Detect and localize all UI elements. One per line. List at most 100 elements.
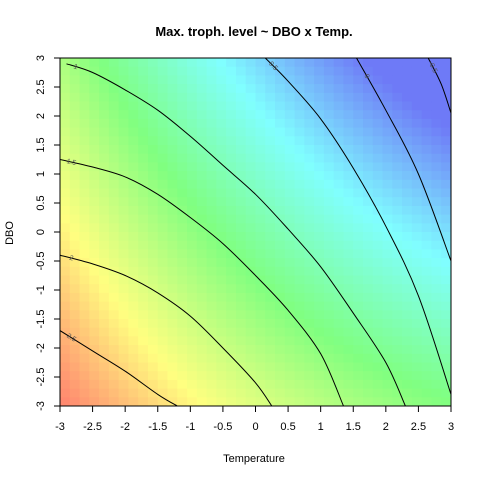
heatmap-cell [235, 92, 247, 103]
heatmap-cell [69, 171, 81, 181]
heatmap-cell [196, 145, 208, 155]
heatmap-cell [167, 136, 178, 146]
heatmap-cell [372, 249, 384, 259]
heatmap-cell [304, 301, 315, 311]
heatmap-cell [206, 145, 218, 155]
heatmap-cell [196, 188, 208, 198]
heatmap-cell [265, 145, 276, 155]
heatmap-cell [108, 292, 120, 303]
heatmap-cell [372, 188, 384, 198]
heatmap-cell [206, 214, 218, 224]
heatmap-cell [177, 162, 188, 172]
heatmap-cell [235, 136, 247, 146]
heatmap-cell [167, 197, 178, 207]
heatmap-cell [275, 371, 286, 381]
heatmap-cell [79, 266, 90, 277]
heatmap-cell [89, 249, 100, 259]
heatmap-cell [108, 362, 120, 372]
heatmap-cell [60, 153, 71, 163]
heatmap-cell [167, 310, 178, 320]
heatmap-cell [69, 66, 81, 76]
heatmap-cell [60, 275, 71, 285]
heatmap-cell [314, 388, 325, 398]
heatmap-cell [431, 353, 442, 364]
heatmap-cell [99, 127, 110, 137]
heatmap-cell [235, 145, 247, 155]
heatmap-cell [411, 345, 423, 355]
heatmap-cell [235, 397, 247, 406]
heatmap-cell [60, 266, 71, 277]
heatmap-cell [187, 336, 198, 346]
heatmap-cell [441, 371, 451, 381]
heatmap-cell [323, 205, 335, 216]
heatmap-cell [421, 75, 433, 85]
heatmap-cell [235, 353, 247, 364]
heatmap-cell [99, 58, 110, 68]
heatmap-cell [284, 301, 296, 311]
heatmap-cell [421, 240, 433, 250]
heatmap-cell [343, 345, 354, 355]
heatmap-cell [402, 171, 413, 181]
heatmap-cell [431, 371, 442, 381]
heatmap-cell [138, 66, 149, 76]
heatmap-cell [216, 110, 227, 120]
heatmap-cell [60, 379, 71, 390]
heatmap-cell [69, 223, 81, 233]
heatmap-cell [363, 162, 374, 172]
heatmap-cell [245, 249, 257, 259]
heatmap-cell [275, 240, 286, 250]
heatmap-cell [421, 353, 433, 364]
heatmap-cell [118, 179, 130, 190]
heatmap-cell [284, 345, 296, 355]
heatmap-cell [177, 197, 188, 207]
heatmap-cell [255, 171, 266, 181]
heatmap-cell [343, 379, 354, 390]
heatmap-cell [265, 284, 276, 294]
heatmap-cell [177, 371, 188, 381]
heatmap-cell [60, 75, 71, 85]
heatmap-cell [265, 92, 276, 103]
heatmap-cell [216, 371, 227, 381]
heatmap-cell [255, 379, 266, 390]
heatmap-cell [411, 379, 423, 390]
heatmap-cell [333, 214, 345, 224]
heatmap-cell [323, 388, 335, 398]
heatmap-cell [255, 84, 266, 94]
heatmap-cell [138, 84, 149, 94]
heatmap-cell [196, 101, 208, 111]
heatmap-cell [226, 110, 237, 120]
heatmap-cell [216, 171, 227, 181]
heatmap-cell [294, 75, 305, 85]
heatmap-cell [79, 92, 90, 103]
heatmap-cell [167, 397, 178, 406]
heatmap-cell [402, 249, 413, 259]
heatmap-cell [128, 75, 139, 85]
heatmap-cell [372, 92, 384, 103]
heatmap-cell [431, 258, 442, 268]
heatmap-cell [157, 214, 169, 224]
heatmap-cell [79, 110, 90, 120]
heatmap-cell [265, 371, 276, 381]
heatmap-cell [411, 258, 423, 268]
x-axis: -3 -2.5 -2 -1.5 -1 -0.5 0 0.5 1 1.5 2 2.5 3 [55, 406, 454, 433]
heatmap-cell [235, 258, 247, 268]
heatmap-cell [284, 214, 296, 224]
heatmap-cell [441, 275, 451, 285]
heatmap-cell [138, 223, 149, 233]
heatmap-cell [138, 371, 149, 381]
heatmap-cell [255, 345, 266, 355]
heatmap-cell [216, 162, 227, 172]
contour-lines [60, 58, 451, 406]
heatmap-cell [128, 345, 139, 355]
heatmap-cell [294, 92, 305, 103]
heatmap-cell [421, 92, 433, 103]
heatmap-cell [235, 249, 247, 259]
heatmap-cell [333, 84, 345, 94]
heatmap-cell [245, 319, 257, 329]
heatmap-cell [187, 275, 198, 285]
heatmap-cell [431, 145, 442, 155]
heatmap-cell [255, 362, 266, 372]
y-axis: -3-2.5-2-1.5-1-0.500.511.522.53 [35, 55, 60, 411]
heatmap-cell [235, 127, 247, 137]
heatmap-cell [372, 258, 384, 268]
